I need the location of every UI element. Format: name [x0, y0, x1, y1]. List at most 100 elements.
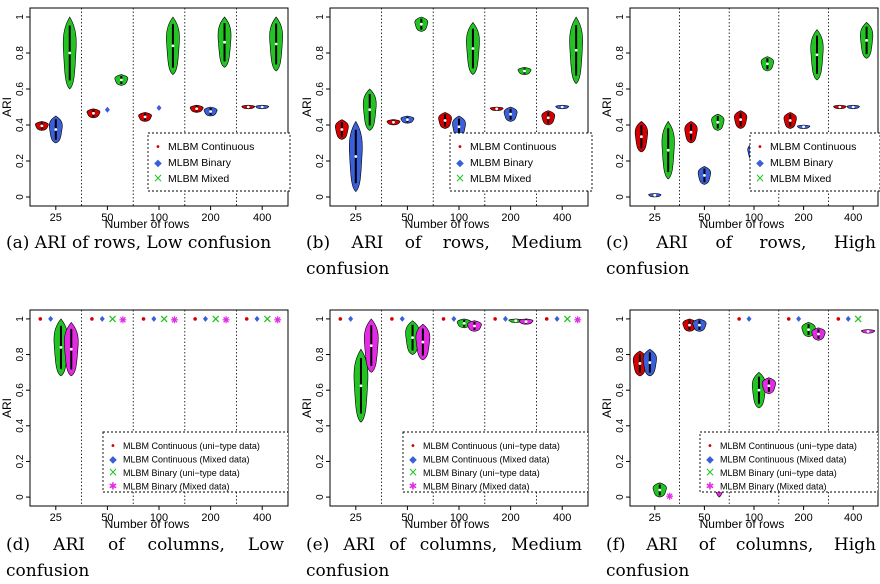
violin-median — [260, 105, 264, 109]
legend-label: MLBM Binary (uni−type data) — [423, 468, 540, 478]
violin-median — [471, 47, 475, 50]
violin-median — [209, 110, 213, 113]
legend-marker: × — [408, 465, 418, 479]
y-tick-label: 0.2 — [15, 154, 26, 168]
x-tick-label: 200 — [794, 212, 812, 224]
y-tick-label: 0 — [15, 194, 26, 200]
violin-median — [406, 118, 409, 121]
y-tick-label: 1 — [15, 14, 26, 20]
x-tick-label: 200 — [501, 512, 519, 524]
legend-marker: × — [108, 465, 118, 479]
x-tick-label: 100 — [745, 212, 763, 224]
chart-panel-a: 0 0.2 0.4 0.6 0.8 1 25 50 100 200 400 Number of row… — [0, 7, 291, 231]
data-point — [544, 317, 549, 321]
violin-median — [523, 69, 526, 73]
data-point — [38, 317, 43, 321]
data-point — [212, 315, 220, 323]
caption-a: (a) ARI of rows, Low confusion — [6, 233, 272, 253]
y-tick-label: 0 — [615, 194, 626, 200]
violin-median — [40, 124, 44, 128]
y-tick-label: 0.4 — [315, 418, 326, 432]
legend-label: MLBM Binary (Mixed data) — [720, 482, 827, 492]
violin-median — [421, 340, 425, 344]
x-tick-label: 400 — [253, 512, 271, 524]
data-point — [141, 317, 146, 321]
legend-label: MLBM Binary — [470, 157, 534, 169]
x-tick-label: 25 — [350, 512, 362, 524]
y-tick-label: 0.2 — [615, 154, 626, 168]
violin-median — [838, 105, 842, 109]
data-point — [119, 316, 127, 324]
violin-median — [359, 384, 363, 388]
violin-median — [546, 116, 550, 120]
data-point — [202, 315, 208, 322]
violin-median — [443, 119, 447, 122]
legend-marker: × — [455, 171, 465, 185]
y-tick-label: 0.6 — [15, 82, 26, 96]
data-point — [170, 316, 178, 324]
y-axis-label: ARI — [0, 97, 14, 117]
legend-marker: × — [705, 465, 715, 479]
violin-median — [514, 319, 518, 323]
data-point — [502, 315, 508, 322]
x-tick-label: 50 — [698, 512, 710, 524]
x-tick-label: 25 — [350, 212, 362, 224]
legend-marker: × — [755, 171, 765, 185]
violin-median — [716, 120, 720, 124]
violin-median — [807, 328, 810, 331]
y-tick-label: 0.8 — [315, 347, 326, 361]
legend-box — [402, 431, 589, 493]
data-point — [845, 315, 851, 322]
legend-label: MLBM Mixed — [168, 173, 229, 185]
x-tick-label: 200 — [201, 512, 219, 524]
violin-median — [666, 148, 670, 152]
y-tick-label: 1 — [315, 14, 326, 20]
data-point — [48, 315, 54, 322]
x-tick-label: 25 — [50, 212, 62, 224]
data-point — [160, 315, 168, 323]
legend-box — [102, 431, 289, 493]
violin-median — [223, 40, 226, 44]
legend-box — [749, 132, 880, 192]
violin-median — [473, 324, 476, 328]
legend-label: MLBM Continuous (uni−type data) — [423, 441, 560, 451]
x-tick-label: 400 — [844, 212, 862, 224]
violin-median — [688, 323, 691, 327]
data-point — [263, 315, 271, 323]
x-axis-label: Number of rows — [405, 517, 490, 531]
violin-median — [69, 347, 73, 351]
legend-label: MLBM Continuous (uni−type data) — [123, 441, 260, 451]
y-tick-label: 0.2 — [15, 454, 26, 468]
x-tick-label: 100 — [450, 512, 468, 524]
legend-label: MLBM Binary (Mixed data) — [423, 482, 530, 492]
violin-median — [767, 384, 771, 388]
y-tick-label: 1 — [615, 14, 626, 20]
legend-label: MLBM Mixed — [470, 173, 531, 185]
y-tick-label: 0.6 — [615, 82, 626, 96]
data-point — [104, 106, 110, 113]
x-tick-label: 100 — [150, 212, 168, 224]
data-point — [390, 317, 394, 321]
x-tick-label: 400 — [553, 512, 571, 524]
data-point — [348, 315, 354, 322]
violin-median — [457, 125, 461, 129]
x-tick-label: 50 — [401, 212, 413, 224]
legend-label: MLBM Binary (uni−type data) — [123, 468, 240, 478]
caption-c: (c) ARI of rows, High confusion — [606, 233, 876, 279]
violin-median — [171, 44, 175, 48]
y-tick-label: 0 — [615, 494, 626, 500]
y-axis-label: ARI — [0, 398, 14, 418]
violin-median — [411, 336, 414, 340]
data-point — [399, 315, 405, 322]
legend-marker: ◆ — [706, 455, 714, 466]
y-tick-label: 0.6 — [15, 383, 26, 397]
legend-marker: ◆ — [154, 158, 162, 169]
legend-marker: ◆ — [409, 455, 417, 466]
data-point — [244, 317, 249, 321]
legend-label: MLBM Continuous (uni−type data) — [720, 441, 857, 451]
legend-marker: ◆ — [756, 158, 764, 169]
violin-median — [703, 174, 706, 177]
y-tick-label: 0.6 — [315, 383, 326, 397]
violin-median — [757, 388, 761, 392]
violin-median — [68, 51, 72, 55]
